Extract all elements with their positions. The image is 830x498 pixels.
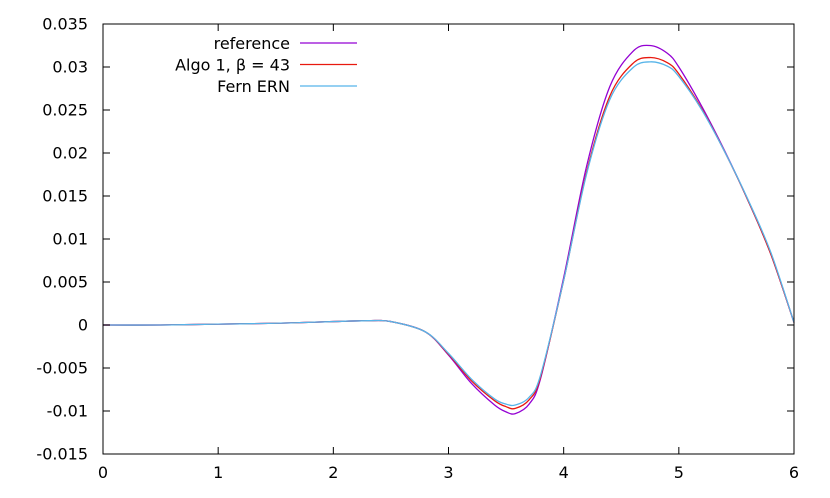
plot-frame (102, 23, 795, 455)
y-tick-label: 0.015 (42, 187, 88, 206)
series-line-3 (102, 61, 795, 407)
x-tick-label: 4 (559, 463, 569, 482)
series-line-2 (102, 56, 795, 410)
x-tick-label: 5 (674, 463, 684, 482)
legend-label-1: reference (214, 34, 290, 53)
x-tick-label: 3 (443, 463, 453, 482)
y-tick-label: 0 (78, 316, 88, 335)
y-tick-label: -0.01 (47, 402, 88, 421)
y-tick-label: 0.02 (52, 144, 88, 163)
x-tick-label: 6 (789, 463, 799, 482)
legend-label-3: Fern ERN (217, 77, 290, 96)
x-tick-label: 1 (213, 463, 223, 482)
y-tick-label: 0.005 (42, 273, 88, 292)
y-tick-label: 0.01 (52, 230, 88, 249)
x-tick-label: 0 (98, 463, 108, 482)
y-tick-label: 0.035 (42, 15, 88, 34)
tick-layer: 0 1 2 3 4 5 6 -0.015 -0.01 -0.005 0 0.005 0.01 0.015 0… (36, 15, 799, 483)
y-tick-label: 0.025 (42, 101, 88, 120)
y-tick-label: 0.03 (52, 58, 88, 77)
x-tick-label: 2 (328, 463, 338, 482)
y-tick-label: -0.015 (36, 445, 88, 464)
legend-label-2: Algo 1, β = 43 (175, 56, 290, 75)
legend: reference Algo 1, β = 43 Fern ERN (175, 34, 357, 96)
y-tick-label: -0.005 (36, 359, 88, 378)
series-line-1 (102, 44, 795, 415)
series-layer (102, 44, 795, 415)
